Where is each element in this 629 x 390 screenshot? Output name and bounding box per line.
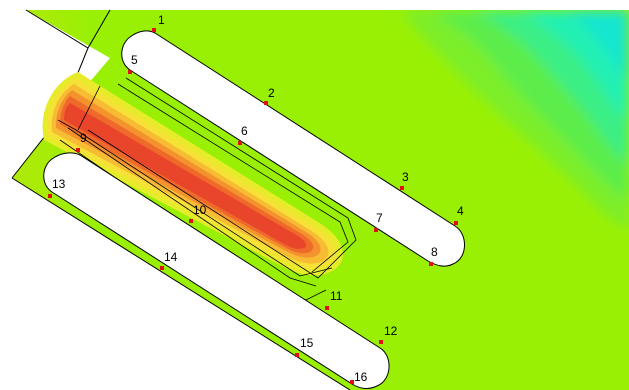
point-label-2: 2 — [268, 86, 275, 100]
point-marker-6 — [238, 141, 242, 145]
point-label-13: 13 — [52, 177, 66, 191]
point-label-1: 1 — [158, 13, 165, 27]
point-label-8: 8 — [431, 245, 438, 259]
point-marker-1 — [152, 28, 156, 32]
point-label-6: 6 — [241, 124, 248, 138]
point-label-12: 12 — [384, 324, 398, 338]
point-label-16: 16 — [354, 370, 368, 384]
point-label-15: 15 — [300, 336, 314, 350]
upper-slot — [121, 30, 465, 267]
point-marker-7 — [374, 228, 378, 232]
point-marker-11 — [325, 306, 329, 310]
point-label-7: 7 — [376, 211, 383, 225]
point-label-4: 4 — [457, 204, 464, 218]
point-label-10: 10 — [193, 203, 207, 217]
point-marker-16 — [350, 380, 354, 384]
point-label-3: 3 — [402, 170, 409, 184]
point-label-14: 14 — [164, 250, 178, 264]
point-label-5: 5 — [131, 53, 138, 67]
point-marker-9 — [76, 148, 80, 152]
hot-zone — [42, 72, 344, 276]
point-marker-15 — [295, 353, 299, 357]
point-marker-13 — [48, 194, 52, 198]
point-marker-14 — [160, 266, 164, 270]
point-marker-4 — [454, 221, 458, 225]
point-marker-5 — [128, 70, 132, 74]
point-marker-12 — [379, 340, 383, 344]
point-marker-10 — [189, 219, 193, 223]
point-label-9: 9 — [80, 131, 87, 145]
point-marker-3 — [400, 186, 404, 190]
point-marker-8 — [429, 262, 433, 266]
point-label-11: 11 — [330, 289, 343, 303]
point-marker-2 — [264, 101, 268, 105]
